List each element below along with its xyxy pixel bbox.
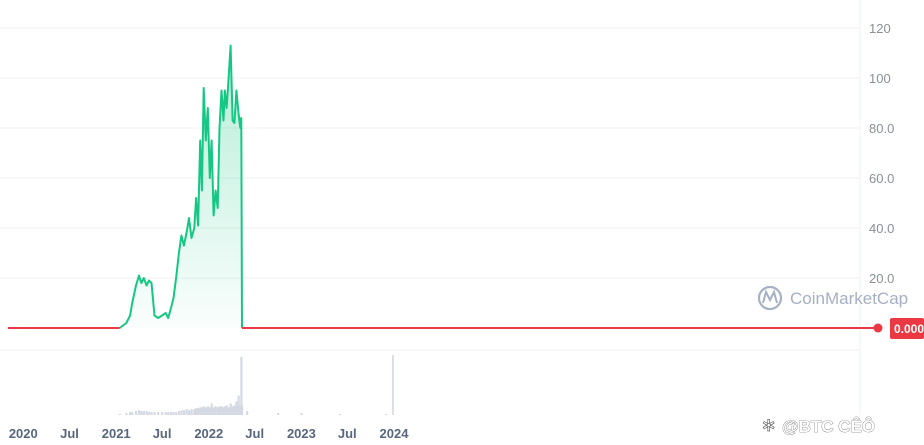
volume-bar (204, 407, 207, 415)
price-area (119, 45, 242, 328)
y-axis: 120 100 80.0 60.0 40.0 20.0 (869, 21, 894, 286)
price-line-up (119, 44, 243, 329)
volume-bar (300, 413, 303, 415)
credit-text: @BTC CÊÔ (782, 417, 875, 436)
volume-bar (197, 408, 200, 415)
y-tick-label: 40.0 (869, 221, 894, 236)
volume-bar (212, 407, 215, 415)
price-area-fill (119, 45, 242, 328)
current-price-marker: 0.00011 (873, 318, 924, 339)
volume-bar (177, 411, 181, 415)
volume-bar (206, 406, 209, 415)
x-tick-label: Jul (60, 426, 79, 441)
x-tick-label: 2024 (380, 426, 410, 441)
volume-bar (193, 409, 196, 415)
x-axis: 2020 Jul 2021 Jul 2022 Jul 2023 Jul 2024 (9, 426, 409, 441)
volume-bar (227, 407, 230, 415)
volume-bar (220, 406, 223, 415)
volume-bar (185, 409, 188, 415)
volume-bar (125, 413, 128, 415)
volume-bar (338, 414, 341, 415)
volume-bar (223, 406, 226, 415)
coinmarketcap-watermark: CoinMarketCap (757, 285, 908, 311)
volume-bar (170, 412, 173, 415)
volume-bars (118, 355, 394, 415)
credit-watermark: ✲ @BTC CÊÔ (762, 417, 876, 437)
volume-bar (241, 405, 244, 415)
current-price-box (890, 318, 924, 339)
volume-bar (208, 407, 211, 415)
volume-bar (164, 412, 167, 415)
volume-bar (157, 412, 160, 415)
volume-bar (246, 411, 249, 415)
volume-bar (237, 395, 240, 415)
volume-bar (190, 409, 193, 415)
x-tick-label: Jul (338, 426, 357, 441)
volume-bar (188, 410, 191, 415)
volume-bar (153, 412, 156, 415)
watermark-text: CoinMarketCap (790, 289, 908, 308)
volume-bar (180, 410, 183, 415)
sparkle-icon: ✲ (762, 418, 775, 435)
volume-bar (129, 412, 132, 415)
volume-bar (118, 414, 121, 415)
volume-bar (135, 411, 138, 415)
y-tick-label: 20.0 (869, 271, 894, 286)
volume-bar (150, 412, 153, 415)
volume-bar (140, 411, 143, 415)
volume-bar (138, 410, 141, 415)
volume-bar (167, 412, 170, 415)
volume-bar (235, 401, 238, 415)
volume-bar (385, 414, 388, 415)
volume-bar (199, 407, 202, 415)
volume-bar (202, 406, 205, 415)
grid-lines (0, 0, 861, 415)
volume-bar (210, 403, 213, 415)
price-series (7, 44, 878, 329)
x-tick-label: 2023 (287, 426, 316, 441)
volume-spike (392, 355, 394, 415)
volume-bar (147, 412, 151, 415)
x-tick-label: 2020 (9, 426, 38, 441)
volume-bar (195, 408, 198, 415)
volume-bar (233, 405, 236, 415)
volume-bar (131, 412, 134, 415)
volume-bar (277, 413, 280, 415)
volume-bar (240, 356, 243, 415)
volume-bar (222, 407, 225, 415)
volume-bar (175, 412, 178, 415)
x-tick-label: 2021 (102, 426, 131, 441)
volume-bar (231, 406, 234, 415)
volume-bar (216, 407, 219, 415)
volume-bar (214, 406, 217, 415)
y-tick-label: 120 (869, 21, 891, 36)
volume-bar (200, 407, 204, 415)
x-tick-label: Jul (153, 426, 172, 441)
volume-bar (161, 412, 164, 415)
current-price-dot (873, 323, 883, 333)
volume-bar (182, 410, 186, 415)
coinmarketcap-logo-icon (757, 285, 783, 311)
y-tick-label: 100 (869, 71, 891, 86)
y-tick-label: 60.0 (869, 171, 894, 186)
volume-bar (218, 406, 221, 415)
x-tick-label: 2022 (194, 426, 223, 441)
volume-bar (145, 411, 148, 415)
volume-bar (229, 403, 232, 415)
volume-bar (142, 411, 145, 415)
current-price-label: 0.00011 (894, 322, 924, 336)
volume-bar (225, 405, 228, 415)
y-tick-label: 80.0 (869, 121, 894, 136)
volume-bar (172, 412, 175, 415)
x-tick-label: Jul (245, 426, 264, 441)
